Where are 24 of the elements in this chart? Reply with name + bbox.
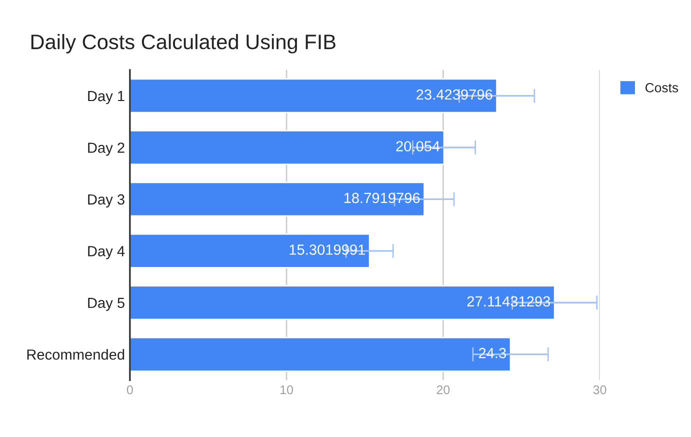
data-label: 23.4239796 xyxy=(416,89,492,100)
data-label: 24.3 xyxy=(478,348,506,358)
y-tick-label: Recommended xyxy=(27,349,124,360)
bar xyxy=(130,285,556,320)
x-tick-label: 0 xyxy=(126,385,133,394)
y-tick-label: Day 1 xyxy=(88,91,124,104)
bar xyxy=(130,336,512,372)
data-label: 27.11431293 xyxy=(467,296,550,307)
data-label: 18.7919796 xyxy=(344,192,420,204)
y-tick-label: Day 4 xyxy=(88,246,125,260)
bar xyxy=(130,78,498,114)
x-tick-label: 30 xyxy=(593,385,606,394)
bar xyxy=(130,182,425,217)
data-label: 15.3019991 xyxy=(290,244,365,255)
legend-label: Costs xyxy=(645,83,678,92)
x-tick-label: 20 xyxy=(436,385,450,394)
y-tick-label: Day 3 xyxy=(88,194,124,208)
bar xyxy=(130,233,370,268)
y-tick-label: Day 5 xyxy=(88,298,124,311)
y-tick-label: Day 2 xyxy=(88,142,124,156)
bar xyxy=(130,130,445,165)
chart-title: Daily Costs Calculated Using FIB xyxy=(31,34,336,54)
data-label: 20.054 xyxy=(396,141,440,152)
x-tick-label: 10 xyxy=(280,385,293,394)
